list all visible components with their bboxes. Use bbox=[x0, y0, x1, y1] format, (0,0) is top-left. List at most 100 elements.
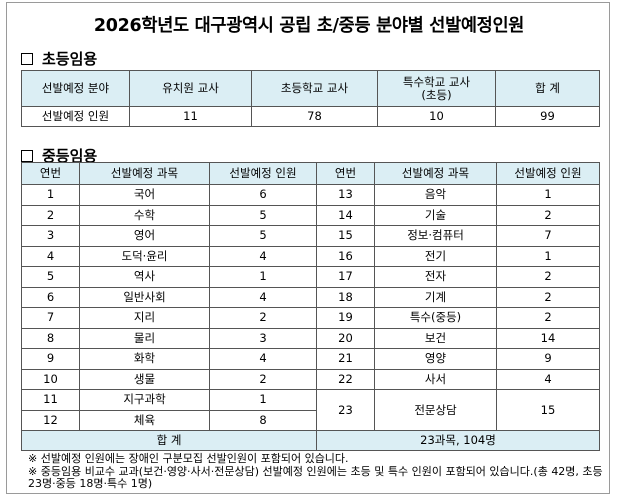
secondary-header-row: 연번 선발예정 과목 선발예정 인원 연번 선발예정 과목 선발예정 인원 bbox=[21, 162, 600, 185]
subject-cell: 사서 bbox=[374, 368, 497, 390]
count-cell: 2 bbox=[209, 307, 317, 329]
subject-cell: 도덕·윤리 bbox=[79, 245, 210, 267]
header-cell: 선발예정 인원 bbox=[496, 162, 600, 185]
count-cell: 4 bbox=[496, 368, 600, 390]
subject-cell: 정보·컴퓨터 bbox=[374, 225, 497, 247]
count-cell: 1 bbox=[496, 245, 600, 267]
secondary-table-body: 1 국어 6 13 음악 1 2 수학 5 14 기술 2 3 영어 5 15 정보·컴퓨터 7 4 도덕·윤리 4 16… bbox=[21, 184, 600, 431]
index-cell: 17 bbox=[316, 266, 375, 288]
count-cell: 3 bbox=[209, 327, 317, 349]
footnote-1: ※ 선발예정 인원에는 장애인 구분모집 선발인원이 포함되어 있습니다. bbox=[28, 452, 349, 465]
count-cell: 7 bbox=[496, 225, 600, 247]
count-cell: 2 bbox=[496, 286, 600, 308]
row-label: 선발예정 인원 bbox=[21, 106, 130, 127]
subject-cell: 물리 bbox=[79, 327, 210, 349]
index-cell: 3 bbox=[21, 225, 80, 247]
checkbox-square-icon bbox=[21, 149, 33, 162]
index-cell: 22 bbox=[316, 368, 375, 390]
count-cell: 4 bbox=[209, 348, 317, 370]
header-cell: 특수학교 교사 (초등) bbox=[377, 70, 496, 107]
subject-cell: 지리 bbox=[79, 307, 210, 329]
index-cell: 8 bbox=[21, 327, 80, 349]
subject-cell: 특수(중등) bbox=[374, 307, 497, 329]
header-cell: 초등학교 교사 bbox=[251, 70, 378, 107]
subject-cell: 체육 bbox=[79, 409, 210, 431]
count-cell: 2 bbox=[496, 307, 600, 329]
secondary-heading: 중등임용 bbox=[42, 147, 98, 165]
header-line: 특수학교 교사 bbox=[402, 74, 471, 89]
index-cell: 21 bbox=[316, 348, 375, 370]
count-cell: 5 bbox=[209, 204, 317, 226]
footnote-2: ※ 중등임용 비교수 교과(보건·영양·사서·전문상담) 선발예정 인원에는 초… bbox=[28, 465, 603, 490]
index-cell: 5 bbox=[21, 266, 80, 288]
index-cell: 20 bbox=[316, 327, 375, 349]
elementary-table: 선발예정 분야 유치원 교사 초등학교 교사 특수학교 교사 (초등) 합 계 … bbox=[21, 70, 600, 127]
count-cell: 1 bbox=[209, 266, 317, 288]
count-cell: 1 bbox=[496, 184, 600, 206]
header-cell: 선발예정 과목 bbox=[374, 162, 497, 185]
page-title: 2026학년도 대구광역시 공립 초/중등 분야별 선발예정인원 bbox=[93, 16, 525, 36]
subject-cell: 음악 bbox=[374, 184, 497, 206]
count-cell: 14 bbox=[496, 327, 600, 349]
header-cell: 연번 bbox=[316, 162, 375, 185]
secondary-row: 3 영어 5 15 정보·컴퓨터 7 bbox=[21, 225, 600, 247]
index-cell: 18 bbox=[316, 286, 375, 308]
count-cell: 4 bbox=[209, 245, 317, 267]
value-cell: 11 bbox=[129, 106, 252, 127]
index-cell: 11 bbox=[21, 389, 80, 411]
index-cell: 1 bbox=[21, 184, 80, 206]
index-cell: 15 bbox=[316, 225, 375, 247]
subject-cell: 전자 bbox=[374, 266, 497, 288]
count-cell: 4 bbox=[209, 286, 317, 308]
count-cell: 2 bbox=[209, 368, 317, 390]
index-cell: 4 bbox=[21, 245, 80, 267]
subject-cell: 역사 bbox=[79, 266, 210, 288]
value-cell: 99 bbox=[495, 106, 600, 127]
index-cell: 2 bbox=[21, 204, 80, 226]
index-cell: 7 bbox=[21, 307, 80, 329]
section-heading-secondary: 중등임용 bbox=[21, 145, 97, 166]
count-cell: 1 bbox=[209, 389, 317, 411]
index-cell: 12 bbox=[21, 409, 80, 431]
subject-cell: 기술 bbox=[374, 204, 497, 226]
page-frame bbox=[6, 2, 610, 494]
elementary-header-row: 선발예정 분야 유치원 교사 초등학교 교사 특수학교 교사 (초등) 합 계 bbox=[21, 70, 600, 107]
count-cell: 2 bbox=[496, 266, 600, 288]
elementary-data-row: 선발예정 인원 11 78 10 99 bbox=[21, 106, 600, 127]
total-label: 합 계 bbox=[21, 430, 317, 451]
secondary-row: 10 생물 2 22 사서 4 bbox=[21, 368, 600, 390]
header-cell: 연번 bbox=[21, 162, 80, 185]
index-cell: 10 bbox=[21, 368, 80, 390]
total-value: 23과목, 104명 bbox=[316, 430, 600, 451]
index-cell: 23 bbox=[316, 389, 375, 431]
header-line: (초등) bbox=[421, 87, 452, 102]
header-cell: 선발예정 과목 bbox=[79, 162, 210, 185]
secondary-row: 11 지구과학 1 23 전문상담 15 bbox=[21, 389, 600, 431]
index-cell: 14 bbox=[316, 204, 375, 226]
secondary-row: 2 수학 5 14 기술 2 bbox=[21, 204, 600, 226]
index-cell: 9 bbox=[21, 348, 80, 370]
header-cell: 합 계 bbox=[495, 70, 600, 107]
index-cell: 13 bbox=[316, 184, 375, 206]
secondary-row: 7 지리 2 19 특수(중등) 2 bbox=[21, 307, 600, 329]
secondary-total-row: 합 계 23과목, 104명 bbox=[21, 430, 600, 451]
subject-cell: 기계 bbox=[374, 286, 497, 308]
subject-cell: 영어 bbox=[79, 225, 210, 247]
count-cell: 8 bbox=[209, 409, 317, 431]
subject-cell: 영양 bbox=[374, 348, 497, 370]
count-cell: 15 bbox=[496, 389, 600, 431]
index-cell: 16 bbox=[316, 245, 375, 267]
subject-cell: 보건 bbox=[374, 327, 497, 349]
header-cell: 선발예정 분야 bbox=[21, 70, 130, 107]
header-cell: 유치원 교사 bbox=[129, 70, 252, 107]
subject-cell: 일반사회 bbox=[79, 286, 210, 308]
index-cell: 6 bbox=[21, 286, 80, 308]
subject-cell: 지구과학 bbox=[79, 389, 210, 411]
count-cell: 2 bbox=[496, 204, 600, 226]
count-cell: 6 bbox=[209, 184, 317, 206]
secondary-row: 9 화학 4 21 영양 9 bbox=[21, 348, 600, 370]
secondary-row: 1 국어 6 13 음악 1 bbox=[21, 184, 600, 206]
secondary-row: 4 도덕·윤리 4 16 전기 1 bbox=[21, 245, 600, 267]
secondary-row: 8 물리 3 20 보건 14 bbox=[21, 327, 600, 349]
